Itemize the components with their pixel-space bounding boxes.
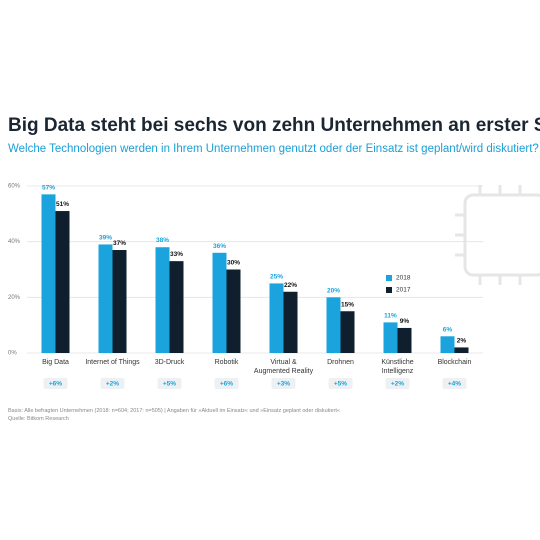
y-tick-label: 0% [8,351,17,357]
change-badge [157,378,182,389]
change-label: +2% [391,381,404,388]
y-tick-label: 20% [8,295,21,301]
value-label: 9% [400,318,410,325]
bar [226,269,241,353]
change-badge [43,378,68,389]
value-label: 20% [327,287,340,294]
bar [41,194,56,353]
bar [283,291,298,353]
value-label: 15% [341,301,354,308]
y-tick-label: 60% [8,184,21,190]
value-label: 57% [42,184,55,191]
x-tick-label: Blockchain [437,359,472,366]
x-tick-label: Künstliche Intelligenz [381,359,414,375]
bar [326,297,341,353]
legend-label: 2018 [396,275,411,282]
bar [212,252,227,353]
change-label: +6% [220,381,233,388]
change-badge [385,378,410,389]
change-badge [442,378,467,389]
change-label: +5% [163,381,176,388]
bar [440,336,455,353]
value-label: 2% [457,337,467,344]
bar [55,211,70,353]
change-badge [100,378,125,389]
value-label: 22% [284,282,297,289]
change-label: +5% [334,381,347,388]
bar [383,322,398,353]
bar [340,311,355,353]
change-label: +6% [49,381,62,388]
source: Quelle: Bitkom Research [8,416,69,422]
x-tick-label: Drohnen [327,359,354,366]
value-label: 25% [270,273,283,280]
value-label: 38% [156,237,169,244]
x-tick-label: Robotik [214,359,239,366]
chart-subtitle: Welche Technologien werden in Ihrem Unte… [8,143,539,155]
x-tick-label: Internet of Things [85,359,140,366]
x-tick-label: 3D-Druck [154,359,185,366]
legend-swatch [386,287,392,293]
bar [112,250,127,353]
value-label: 39% [99,234,112,241]
change-badge [328,378,353,389]
chart-title: Big Data steht bei sechs von zehn Untern… [8,115,540,136]
footnote: Basis: Alle befragten Unternehmen (2018:… [8,408,340,414]
legend-label: 2017 [396,287,411,294]
change-badge [271,378,296,389]
bar [454,347,469,353]
value-label: 33% [170,251,183,258]
x-tick-label: Big Data [42,359,69,366]
chip-icon [455,185,540,285]
bar [269,283,284,353]
bar [169,261,184,353]
value-label: 36% [213,243,226,250]
bar [98,244,113,353]
value-label: 11% [384,312,397,319]
y-tick-label: 40% [8,239,21,245]
value-label: 6% [443,326,453,333]
x-tick-label: Virtual & Augmented Reality [253,359,314,375]
bar [155,247,170,353]
change-label: +2% [106,381,119,388]
value-label: 51% [56,201,69,208]
change-label: +3% [277,381,290,388]
bar [397,327,412,353]
change-badge [214,378,239,389]
value-label: 30% [227,260,240,267]
change-label: +4% [448,381,461,388]
value-label: 37% [113,240,126,247]
legend-swatch [386,275,392,281]
